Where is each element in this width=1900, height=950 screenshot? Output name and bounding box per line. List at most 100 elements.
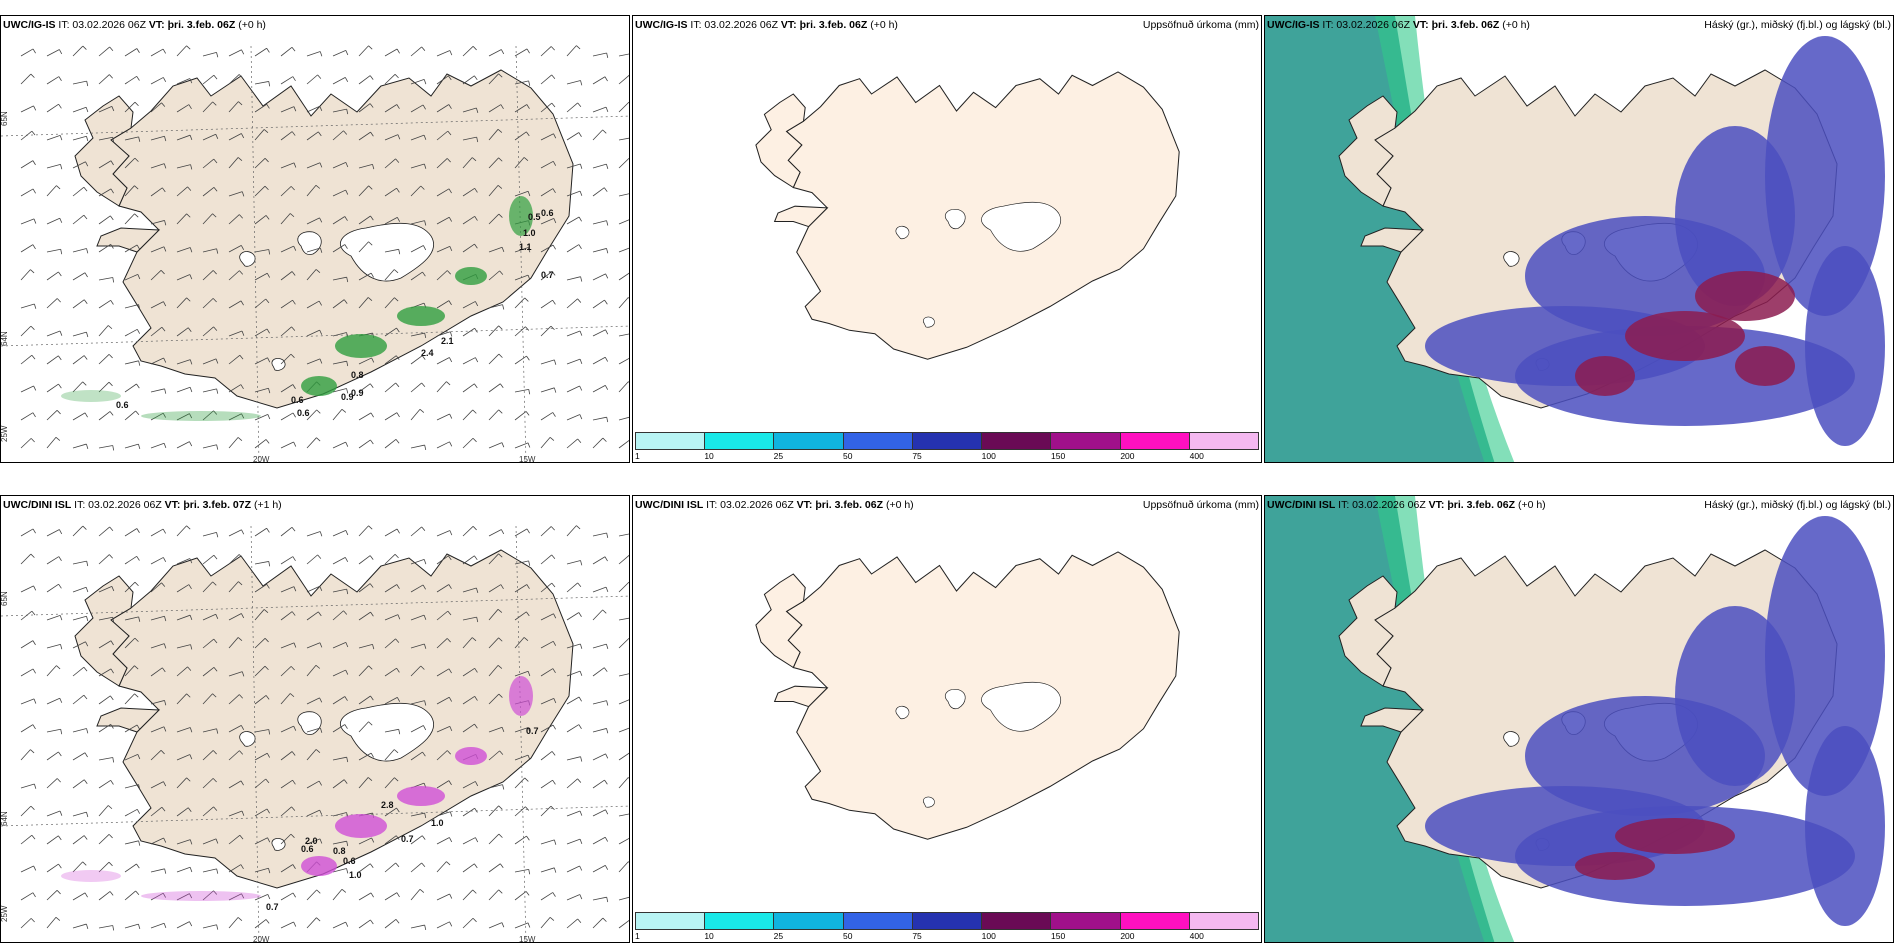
wind-barb [202, 728, 217, 733]
wind-barb-flag [58, 751, 62, 757]
wind-barb [566, 838, 581, 845]
wind-barb [540, 412, 553, 421]
wind-barb [280, 526, 293, 537]
wind-barb [280, 921, 294, 929]
wind-barb [566, 163, 581, 169]
wind-barb [462, 723, 475, 733]
wind-barb-flag [266, 273, 271, 278]
wind-barb [228, 384, 242, 393]
wind-barb-flag [552, 641, 557, 646]
wind-barb [514, 891, 527, 901]
wind-barb [436, 555, 449, 565]
wind-barb [514, 560, 529, 565]
wind-barb-flag [212, 778, 217, 783]
wind-barb-flag [162, 667, 166, 673]
wind-barb [72, 161, 86, 169]
wind-barb-flag [449, 811, 453, 817]
wind-barb [176, 666, 188, 677]
wind-barb-flag [241, 191, 245, 197]
wind-barb-flag [292, 76, 296, 81]
wind-barb-flag [290, 186, 295, 191]
wind-barb [280, 213, 291, 225]
wind-barb-flag [290, 833, 295, 838]
wind-barb-flag [367, 297, 373, 302]
precip-colorbar [635, 912, 1259, 930]
wind-barb-flag [423, 725, 427, 731]
wind-barb-flag [554, 359, 557, 365]
wind-barb [358, 45, 369, 57]
wind-barb-flag [474, 723, 478, 729]
wind-barb [566, 612, 580, 621]
wind-barb [202, 410, 214, 421]
wind-barb-flag [268, 868, 271, 874]
wind-barb [228, 330, 243, 337]
wind-barb-flag [499, 750, 504, 755]
wind-barb-flag [423, 245, 427, 251]
wind-barb-flag [267, 837, 271, 843]
wind-barb [306, 131, 319, 141]
wind-barb-flag [136, 863, 140, 869]
wind-barb [566, 778, 578, 789]
wind-barb-flag [263, 609, 269, 614]
cloud-map-bottom[interactable] [1265, 496, 1894, 943]
wind-barb [436, 104, 450, 113]
wind-barb-flag [396, 412, 400, 418]
wind-barb [98, 723, 111, 733]
wind-barb-flag [552, 724, 556, 730]
wind-barb-flag [344, 696, 348, 701]
wind-barb [228, 437, 239, 449]
wind-barb-flag [213, 890, 218, 895]
wind-barb [306, 749, 317, 761]
wind-barb [618, 637, 629, 649]
wind-barb [514, 104, 528, 113]
wind-barb-flag [86, 561, 89, 567]
cloud-map-top[interactable] [1265, 16, 1894, 463]
wind-barb-flag [420, 665, 425, 670]
wind-barb-flag [82, 381, 87, 386]
wind-title-top: UWC/IG-IS IT: 03.02.2026 06Z VT: þri. 3.… [3, 19, 266, 31]
wind-barb-flag [344, 724, 348, 729]
wind-barb [462, 75, 475, 85]
mid-cloud-area [1675, 606, 1795, 786]
wind-barb [176, 297, 187, 309]
wind-barb-flag [112, 925, 115, 931]
snaefellsnes-coast [773, 205, 829, 228]
wind-barb [280, 162, 295, 169]
wind-barb-flag [188, 584, 192, 590]
precip-value-label: 0.6 [116, 400, 129, 410]
wind-barb-flag [212, 298, 217, 303]
wind-barb-flag [216, 248, 219, 254]
wind-barb [280, 556, 294, 565]
wind-barb-flag [395, 382, 400, 388]
wind-barb-flag [238, 101, 243, 106]
wind-barb [150, 726, 165, 733]
wind-barb-flag [579, 894, 583, 900]
colorbar-tick-label: 50 [843, 451, 853, 461]
wind-barb-flag [189, 839, 193, 845]
myrdalsjokull-glacier [923, 796, 935, 808]
wind-barb [176, 921, 190, 929]
wind-barb [384, 584, 398, 593]
precip-map-top[interactable] [633, 16, 1262, 463]
wind-barb [176, 754, 191, 761]
wind-barb [358, 919, 371, 929]
wind-barb [566, 244, 580, 253]
wind-barb [202, 838, 217, 845]
precip-value-label: 0.7 [526, 726, 539, 736]
wind-barb-flag [164, 868, 167, 874]
wind-barb [358, 837, 372, 845]
wind-barb-flag [499, 270, 504, 275]
wind-map-top[interactable]: 0.60.51.01.10.60.70.80.90.60.60.92.42.12… [1, 16, 630, 463]
cloud-label-bottom: Háský (gr.), miðský (fj.bl.) og lágský (… [1704, 499, 1891, 511]
wind-barb-flag [604, 385, 609, 390]
wind-barb [410, 559, 425, 565]
wind-barb [462, 437, 474, 449]
wind-barb-flag [216, 924, 219, 930]
wind-barb-flag [112, 277, 115, 283]
wind-barb-flag [524, 777, 529, 782]
wind-barb [202, 554, 215, 565]
wind-barb-flag [424, 163, 427, 169]
wind-barb-flag [319, 531, 323, 537]
precip-map-bottom[interactable] [633, 496, 1262, 943]
